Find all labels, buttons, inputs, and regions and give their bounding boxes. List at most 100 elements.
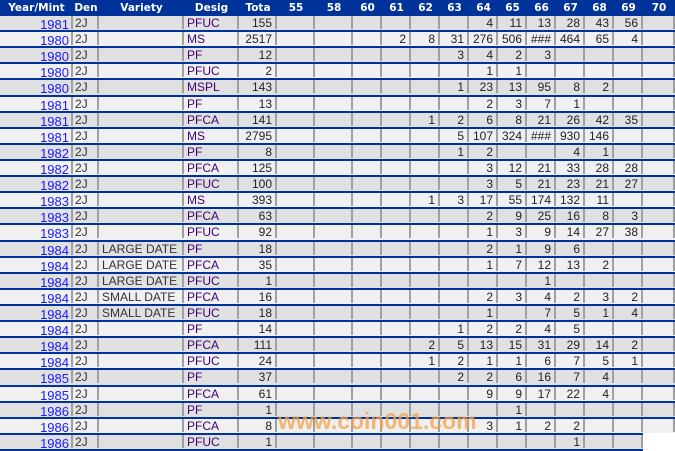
header-grade-55[interactable]: 55 bbox=[288, 2, 304, 14]
year-link[interactable]: 1984 bbox=[0, 338, 73, 352]
year-link[interactable]: 1985 bbox=[0, 370, 73, 384]
header-grade-62[interactable]: 62 bbox=[418, 2, 433, 14]
year-link[interactable]: 1986 bbox=[0, 418, 73, 432]
year-link[interactable]: 1986 bbox=[0, 402, 73, 416]
grade-cell-66: 4 bbox=[527, 289, 556, 303]
grade-cell-60 bbox=[353, 241, 382, 255]
grade-cell-60 bbox=[353, 48, 382, 62]
table-row: 1983 2J PFCA 63 2 9 25 16 8 3 bbox=[0, 209, 675, 226]
grade-cell-66: ### bbox=[527, 128, 556, 142]
header-grade-58[interactable]: 58 bbox=[326, 2, 342, 14]
header-grade-63[interactable]: 63 bbox=[447, 2, 462, 14]
grade-cell-63 bbox=[440, 434, 469, 448]
header-total[interactable]: Tota bbox=[245, 2, 271, 14]
grade-cell-60 bbox=[353, 128, 382, 142]
header-grade-66[interactable]: 66 bbox=[534, 2, 549, 14]
year-link[interactable]: 1984 bbox=[0, 322, 73, 336]
year-link[interactable]: 1984 bbox=[0, 241, 73, 255]
total-cell: 18 bbox=[239, 241, 277, 255]
year-link[interactable]: 1982 bbox=[0, 144, 73, 158]
grade-cell-64: 3 bbox=[469, 161, 498, 174]
grade-cell-60 bbox=[353, 112, 382, 126]
grade-cell-68 bbox=[585, 64, 614, 78]
header-grade-68[interactable]: 68 bbox=[592, 2, 607, 14]
total-cell: 13 bbox=[239, 96, 277, 110]
den-cell: 2J bbox=[73, 80, 99, 94]
total-cell: 24 bbox=[239, 354, 277, 368]
grade-cell-60 bbox=[353, 177, 382, 191]
grade-cell-69 bbox=[614, 257, 643, 271]
grade-cell-67: 8 bbox=[556, 80, 585, 94]
year-link[interactable]: 1980 bbox=[0, 80, 73, 94]
desig-cell: PF bbox=[184, 241, 239, 255]
grade-cell-66: 21 bbox=[527, 177, 556, 191]
grade-cell-67 bbox=[556, 273, 585, 287]
grade-cell-70 bbox=[643, 48, 675, 62]
grade-cell-70 bbox=[643, 80, 675, 94]
grade-cell-67 bbox=[556, 48, 585, 62]
total-cell: 37 bbox=[239, 370, 277, 384]
header-variety[interactable]: Variety bbox=[120, 2, 163, 14]
year-link[interactable]: 1984 bbox=[0, 257, 73, 271]
header-grade-61[interactable]: 61 bbox=[389, 2, 404, 14]
header-grade-70[interactable]: 70 bbox=[651, 2, 667, 14]
year-link[interactable]: 1980 bbox=[0, 32, 73, 46]
grade-cell-58 bbox=[315, 112, 353, 126]
table-row: 1980 2J PF 12 3 4 2 3 bbox=[0, 48, 675, 65]
grade-cell-68: 28 bbox=[585, 161, 614, 174]
year-link[interactable]: 1981 bbox=[0, 112, 73, 126]
den-cell: 2J bbox=[73, 128, 99, 142]
variety-cell: SMALL DATE bbox=[99, 306, 184, 319]
grade-cell-61 bbox=[382, 370, 411, 384]
grade-cell-58 bbox=[315, 322, 353, 336]
header-grade-65[interactable]: 65 bbox=[505, 2, 520, 14]
grade-cell-66: 1 bbox=[527, 273, 556, 287]
year-link[interactable]: 1984 bbox=[0, 273, 73, 287]
year-link[interactable]: 1984 bbox=[0, 306, 73, 319]
header-grade-60[interactable]: 60 bbox=[360, 2, 375, 14]
year-link[interactable]: 1982 bbox=[0, 177, 73, 191]
grade-cell-60 bbox=[353, 322, 382, 336]
year-link[interactable]: 1984 bbox=[0, 289, 73, 303]
grade-cell-64: 4 bbox=[469, 48, 498, 62]
year-link[interactable]: 1982 bbox=[0, 161, 73, 174]
year-link[interactable]: 1983 bbox=[0, 225, 73, 239]
year-link[interactable]: 1980 bbox=[0, 48, 73, 62]
header-grade-69[interactable]: 69 bbox=[621, 2, 636, 14]
grade-cell-60 bbox=[353, 434, 382, 448]
grade-cell-68: 43 bbox=[585, 16, 614, 29]
header-grade-67[interactable]: 67 bbox=[563, 2, 578, 14]
grade-cell-55 bbox=[277, 64, 315, 78]
year-link[interactable]: 1986 bbox=[0, 434, 73, 448]
den-cell: 2J bbox=[73, 177, 99, 191]
grade-cell-55 bbox=[277, 80, 315, 94]
header-desig[interactable]: Desig bbox=[194, 2, 229, 14]
grade-cell-67: 1 bbox=[556, 434, 585, 448]
total-cell: 155 bbox=[239, 16, 277, 29]
grade-cell-62 bbox=[411, 161, 440, 174]
grade-cell-68: 4 bbox=[585, 386, 614, 400]
header-den[interactable]: Den bbox=[74, 2, 98, 14]
grade-cell-58 bbox=[315, 16, 353, 29]
grade-cell-69 bbox=[614, 48, 643, 62]
year-link[interactable]: 1985 bbox=[0, 386, 73, 400]
grade-cell-68: 2 bbox=[585, 80, 614, 94]
table-row: 1981 2J PFCA 141 1 2 6 8 21 26 42 35 bbox=[0, 112, 675, 129]
year-link[interactable]: 1983 bbox=[0, 209, 73, 223]
grade-cell-66: 21 bbox=[527, 112, 556, 126]
grade-cell-65: 11 bbox=[498, 16, 527, 29]
header-year-mint[interactable]: Year/Mint bbox=[8, 2, 65, 14]
year-link[interactable]: 1984 bbox=[0, 354, 73, 368]
year-link[interactable]: 1981 bbox=[0, 96, 73, 110]
grade-cell-68: 8 bbox=[585, 209, 614, 223]
year-link[interactable]: 1983 bbox=[0, 193, 73, 207]
grade-cell-69: 35 bbox=[614, 112, 643, 126]
grade-cell-67 bbox=[556, 402, 585, 416]
header-grade-64[interactable]: 64 bbox=[476, 2, 491, 14]
year-link[interactable]: 1981 bbox=[0, 16, 73, 29]
den-cell: 2J bbox=[73, 112, 99, 126]
grade-cell-61 bbox=[382, 306, 411, 319]
year-link[interactable]: 1980 bbox=[0, 64, 73, 78]
grade-cell-63 bbox=[440, 209, 469, 223]
year-link[interactable]: 1981 bbox=[0, 128, 73, 142]
